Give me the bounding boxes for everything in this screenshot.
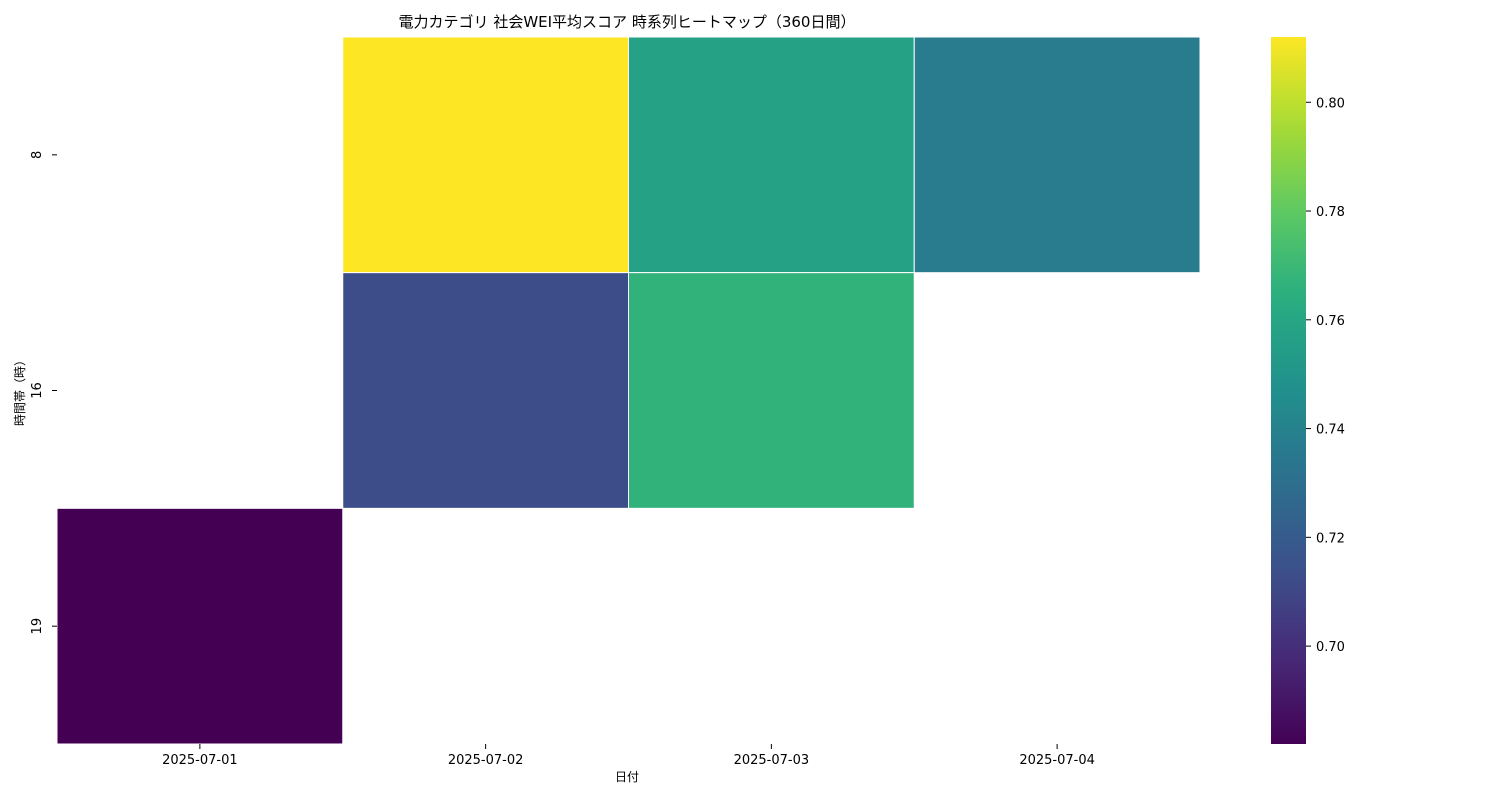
colorbar-tick-label: 0.76 <box>1316 314 1345 329</box>
y-axis-title: 時間帯（時） <box>13 354 27 426</box>
heatmap-cell <box>342 272 629 509</box>
x-axis-title: 日付 <box>615 770 639 784</box>
y-axis-ticks: 8 16 19 <box>30 151 57 635</box>
colorbar-tick-label: 0.78 <box>1316 205 1345 220</box>
heatmap-cell <box>56 507 344 745</box>
y-tick-label: 19 <box>30 618 45 635</box>
x-tick-label: 2025-07-03 <box>734 753 810 768</box>
heatmap-cell <box>628 36 915 274</box>
chart-title: 電力カテゴリ 社会WEI平均スコア 時系列ヒートマップ（360日間） <box>399 13 856 31</box>
heatmap-cells <box>56 36 1201 745</box>
x-tick-label: 2025-07-02 <box>448 753 524 768</box>
colorbar-tick-label: 0.74 <box>1316 423 1345 438</box>
heatmap-cell <box>913 36 1201 274</box>
y-tick-label: 8 <box>30 151 45 159</box>
colorbar-tick-label: 0.80 <box>1316 96 1345 111</box>
heatmap-cell <box>342 36 629 274</box>
x-tick-label: 2025-07-01 <box>162 753 238 768</box>
x-tick-label: 2025-07-04 <box>1019 753 1095 768</box>
heatmap-cell <box>628 272 915 509</box>
colorbar-tick-label: 0.70 <box>1316 640 1345 655</box>
colorbar <box>1271 37 1306 744</box>
x-axis-ticks: 2025-07-01 2025-07-02 2025-07-03 2025-07-04 <box>162 744 1095 768</box>
colorbar-tick-label: 0.72 <box>1316 531 1345 546</box>
y-tick-label: 16 <box>30 382 45 399</box>
colorbar-ticks: 0.70 0.72 0.74 0.76 0.78 0.80 <box>1306 96 1345 655</box>
